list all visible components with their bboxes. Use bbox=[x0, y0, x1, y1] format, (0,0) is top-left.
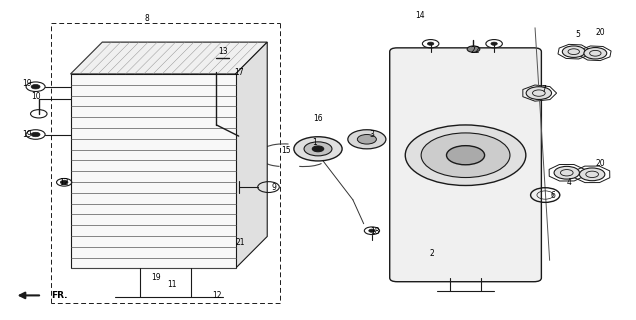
Text: 18: 18 bbox=[370, 227, 380, 236]
Text: 16: 16 bbox=[313, 114, 323, 123]
Text: 22: 22 bbox=[471, 45, 480, 55]
Text: 12: 12 bbox=[212, 291, 221, 300]
Circle shape bbox=[421, 133, 510, 178]
Polygon shape bbox=[235, 42, 267, 268]
Circle shape bbox=[554, 166, 579, 179]
Text: 1: 1 bbox=[312, 138, 317, 147]
FancyBboxPatch shape bbox=[390, 48, 541, 282]
Text: FR.: FR. bbox=[52, 291, 68, 300]
Polygon shape bbox=[71, 74, 235, 268]
Text: 8: 8 bbox=[144, 14, 149, 23]
Circle shape bbox=[584, 48, 607, 59]
Circle shape bbox=[31, 84, 40, 89]
Text: 6: 6 bbox=[550, 190, 555, 200]
Text: 9: 9 bbox=[271, 183, 276, 192]
Text: 19: 19 bbox=[151, 273, 161, 282]
Circle shape bbox=[31, 132, 40, 137]
Circle shape bbox=[526, 87, 551, 100]
Circle shape bbox=[304, 142, 332, 156]
Circle shape bbox=[294, 137, 342, 161]
Text: 5: 5 bbox=[576, 30, 581, 39]
Circle shape bbox=[357, 134, 377, 144]
Text: 7: 7 bbox=[541, 85, 546, 94]
Text: 14: 14 bbox=[415, 11, 424, 20]
Text: 19: 19 bbox=[22, 130, 32, 139]
Circle shape bbox=[405, 125, 526, 186]
Circle shape bbox=[369, 229, 375, 232]
Text: 13: 13 bbox=[218, 47, 228, 56]
Text: 20: 20 bbox=[595, 159, 605, 168]
Circle shape bbox=[312, 146, 324, 152]
Text: 20: 20 bbox=[595, 28, 605, 37]
Circle shape bbox=[579, 168, 605, 181]
Circle shape bbox=[348, 130, 386, 149]
Text: 15: 15 bbox=[282, 146, 291, 155]
Text: 19: 19 bbox=[22, 79, 32, 88]
Circle shape bbox=[491, 42, 497, 45]
Polygon shape bbox=[71, 42, 267, 74]
Text: 21: 21 bbox=[236, 238, 245, 247]
Text: 12: 12 bbox=[59, 178, 69, 187]
Circle shape bbox=[60, 180, 68, 184]
Text: 11: 11 bbox=[167, 280, 177, 289]
Circle shape bbox=[562, 46, 585, 57]
Text: 3: 3 bbox=[370, 130, 375, 139]
Circle shape bbox=[427, 42, 434, 45]
Text: 4: 4 bbox=[566, 178, 571, 187]
Text: 17: 17 bbox=[234, 68, 244, 77]
Circle shape bbox=[467, 46, 480, 52]
Circle shape bbox=[446, 146, 485, 165]
FancyArrowPatch shape bbox=[20, 292, 39, 298]
Text: 2: 2 bbox=[430, 250, 434, 259]
Text: 10: 10 bbox=[31, 92, 41, 101]
